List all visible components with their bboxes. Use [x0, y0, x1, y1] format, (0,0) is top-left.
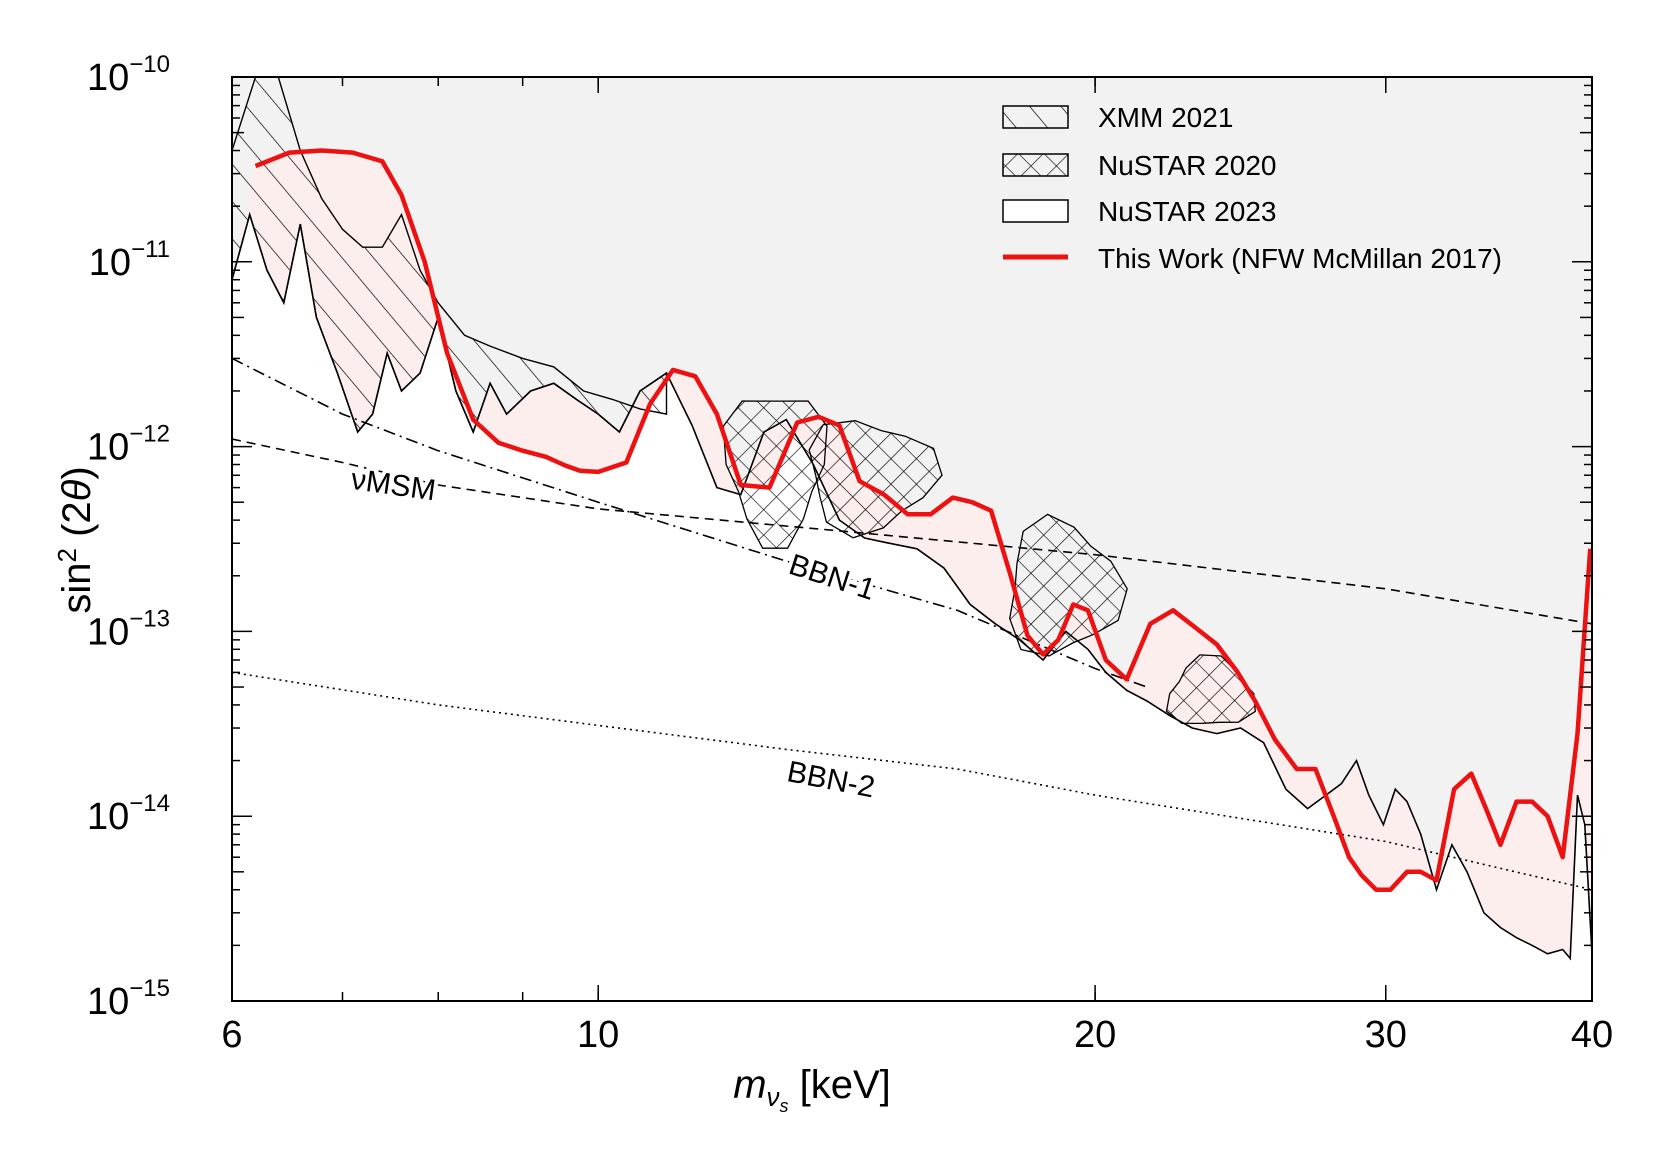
x-tick-label: 6: [221, 1014, 242, 1056]
curve-label: BBN-1: [785, 548, 879, 607]
legend-label-xmm-2021: XMM 2021: [1098, 102, 1233, 133]
y-tick-labels: 10−10 10−11 10−12 10−13 10−14 10−15: [87, 51, 170, 1023]
nustar-2020-region: [808, 420, 943, 539]
y-axis-title: sin2 (2θ): [52, 466, 99, 613]
this-work-curve: [254, 148, 1592, 892]
curve-label: BBN-2: [784, 755, 877, 804]
curve-label: νMSM: [349, 463, 438, 508]
axis-ticks: [231, 76, 1593, 1002]
numsm-curve: [232, 438, 1592, 625]
nustar-2020-regions: [722, 400, 1256, 725]
legend-label-this-work: This Work (NFW McMillan 2017): [1098, 243, 1502, 274]
legend: XMM 2021 NuSTAR 2020 NuSTAR 2023 This Wo…: [1002, 102, 1502, 274]
bbn-2-curve: [232, 671, 1592, 891]
nustar-2023-curve: [232, 211, 1592, 961]
x-tick-labels: 6 10 20 30 40: [221, 1014, 1613, 1056]
y-tick-label: 10−11: [89, 236, 170, 284]
y-tick-label: 10−12: [87, 421, 170, 469]
legend-swatch-nustar-2020: [1002, 153, 1069, 177]
bbn-1-curve: [232, 357, 1148, 688]
legend-label-nustar-2023: NuSTAR 2023: [1098, 196, 1276, 227]
x-axis-title: mνs [keV]: [733, 1063, 891, 1116]
legend-swatch-xmm-2021: [1002, 105, 1069, 129]
this-work-new-exclusion-region: [232, 150, 1592, 959]
y-tick-label: 10−14: [87, 790, 170, 838]
y-tick-label: 10−13: [87, 605, 170, 653]
x-tick-label: 40: [1571, 1014, 1613, 1056]
plot-frame: [231, 76, 1593, 1002]
x-tick-label: 30: [1365, 1014, 1407, 1056]
x-tick-label: 10: [577, 1014, 619, 1056]
legend-swatch-nustar-2023: [1002, 199, 1069, 223]
y-tick-label: 10−15: [87, 975, 170, 1023]
legend-label-nustar-2020: NuSTAR 2020: [1098, 150, 1276, 181]
y-tick-label: 10−10: [87, 51, 170, 99]
plot-area: [232, 77, 1592, 961]
x-tick-label: 20: [1074, 1014, 1116, 1056]
